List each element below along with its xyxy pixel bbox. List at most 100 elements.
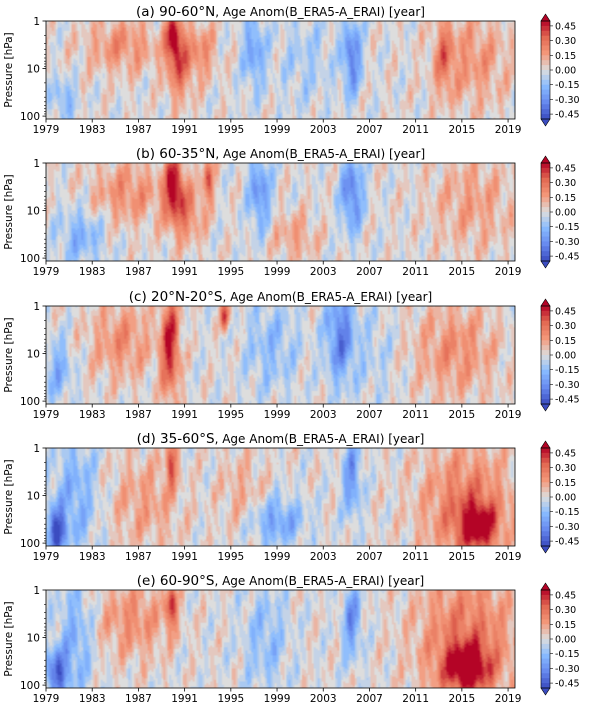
x-tick-label: 1999 xyxy=(264,409,291,421)
colorbar-segment xyxy=(541,653,550,659)
colorbar-segment xyxy=(541,350,550,356)
x-tick-label: 2011 xyxy=(402,551,429,563)
x-tick-label: 2007 xyxy=(356,124,383,136)
axes-frame xyxy=(45,447,516,547)
colorbar-segment xyxy=(541,448,550,454)
colorbar-segment xyxy=(541,330,550,336)
y-axis-label: Pressure [hPa] xyxy=(3,459,15,534)
colorbar-tick-label: -0.45 xyxy=(555,110,580,121)
colorbar-segment xyxy=(541,541,550,547)
x-tick-label: 1983 xyxy=(79,693,106,705)
y-tick-label: 10 xyxy=(27,206,40,218)
colorbar-segment xyxy=(541,89,550,95)
colorbar-tick-label: 0.00 xyxy=(555,208,576,219)
panel-a: (a) 90-60°N, Age Anom(B_ERA5-A_ERAI) [ye… xyxy=(3,4,580,136)
x-tick-label: 1983 xyxy=(79,409,106,421)
x-tick-label: 1999 xyxy=(264,266,291,278)
y-tick-label: 10 xyxy=(27,349,40,361)
colorbar-tick-label: -0.15 xyxy=(555,649,580,660)
colorbar-segment xyxy=(541,104,550,110)
colorbar-extend-max xyxy=(540,440,551,449)
colorbar-tick-label: 0.00 xyxy=(555,66,576,77)
colorbar-extend-max xyxy=(540,155,551,164)
heatmap-field xyxy=(46,21,515,119)
x-tick-label: 1991 xyxy=(171,693,198,705)
colorbar-segment xyxy=(541,355,550,361)
colorbar-tick-label: 0.00 xyxy=(555,351,576,362)
colorbar-segment xyxy=(541,94,550,100)
colorbar-segment xyxy=(541,241,550,247)
colorbar-segment xyxy=(541,55,550,61)
colorbar-tick-label: 0.15 xyxy=(555,620,576,631)
heatmap-field xyxy=(46,306,515,404)
colorbar-segment xyxy=(541,643,550,650)
x-tick-label: 1991 xyxy=(171,551,198,563)
colorbar-segment xyxy=(541,379,550,385)
x-tick-label: 1995 xyxy=(217,266,244,278)
colorbar-segment xyxy=(541,624,550,630)
colorbar-tick-label: -0.45 xyxy=(555,395,580,406)
colorbar-segment xyxy=(541,320,550,326)
x-tick-label: 1983 xyxy=(79,551,106,563)
colorbar-tick-label: 0.30 xyxy=(555,178,576,189)
colorbar-segment xyxy=(541,394,550,400)
panel-title: (c) 20°N-20°S, Age Anom(B_ERA5-A_ERAI) [… xyxy=(129,289,432,305)
panel-d: (d) 35-60°S, Age Anom(B_ERA5-A_ERAI) [ye… xyxy=(3,431,580,563)
y-tick-label: 1 xyxy=(33,301,40,313)
axes-frame xyxy=(45,162,516,262)
x-tick-label: 2015 xyxy=(448,693,475,705)
colorbar-segment xyxy=(541,226,550,232)
colorbar-segment xyxy=(541,663,550,669)
x-tick-label: 2011 xyxy=(402,266,429,278)
colorbar-segment xyxy=(541,315,550,322)
colorbar-segment xyxy=(541,599,550,606)
colorbar-segment xyxy=(541,668,550,674)
colorbar-segment xyxy=(541,70,550,76)
y-tick-label: 10 xyxy=(27,633,40,645)
colorbar-tick-label: 0.15 xyxy=(555,193,576,204)
colorbar-segment xyxy=(541,84,550,90)
colorbar-segment xyxy=(541,629,550,635)
colorbar-segment xyxy=(541,492,550,498)
colorbar-extend-min xyxy=(540,260,551,269)
y-tick-label: 1 xyxy=(33,585,40,597)
x-tick-label: 1999 xyxy=(264,693,291,705)
x-tick-label: 2019 xyxy=(495,551,522,563)
colorbar-segment xyxy=(541,35,550,41)
x-tick-label: 1979 xyxy=(33,551,60,563)
x-tick-label: 2007 xyxy=(356,693,383,705)
colorbar-segment xyxy=(541,79,550,86)
x-tick-label: 2003 xyxy=(310,693,337,705)
colorbar-segment xyxy=(541,506,550,513)
colorbar-segment xyxy=(541,30,550,37)
colorbar-extend-min xyxy=(540,687,551,696)
colorbar-segment xyxy=(541,192,550,198)
colorbar-tick-label: -0.30 xyxy=(555,380,580,391)
x-tick-label: 2003 xyxy=(310,409,337,421)
colorbar-tick-label: 0.45 xyxy=(555,21,576,32)
colorbar-segment xyxy=(541,172,550,179)
x-tick-label: 1983 xyxy=(79,266,106,278)
colorbar-segment xyxy=(541,74,550,81)
colorbar-segment xyxy=(541,639,550,645)
x-tick-label: 2007 xyxy=(356,551,383,563)
x-tick-label: 1991 xyxy=(171,124,198,136)
colorbar-segment xyxy=(541,374,550,380)
colorbar-segment xyxy=(541,658,550,664)
colorbar-tick-label: 0.15 xyxy=(555,478,576,489)
colorbar-segment xyxy=(541,197,550,203)
x-tick-label: 1991 xyxy=(171,409,198,421)
colorbar-tick-label: -0.15 xyxy=(555,80,580,91)
x-tick-label: 2015 xyxy=(448,551,475,563)
colorbar-tick-label: 0.30 xyxy=(555,321,576,332)
x-tick-label: 2015 xyxy=(448,409,475,421)
x-tick-label: 2007 xyxy=(356,266,383,278)
x-tick-label: 2011 xyxy=(402,124,429,136)
colorbar-tick-label: 0.15 xyxy=(555,51,576,62)
colorbar-segment xyxy=(541,452,550,459)
x-tick-label: 2019 xyxy=(495,124,522,136)
x-tick-label: 2015 xyxy=(448,266,475,278)
colorbar-segment xyxy=(541,399,550,405)
colorbar-segment xyxy=(541,167,550,174)
